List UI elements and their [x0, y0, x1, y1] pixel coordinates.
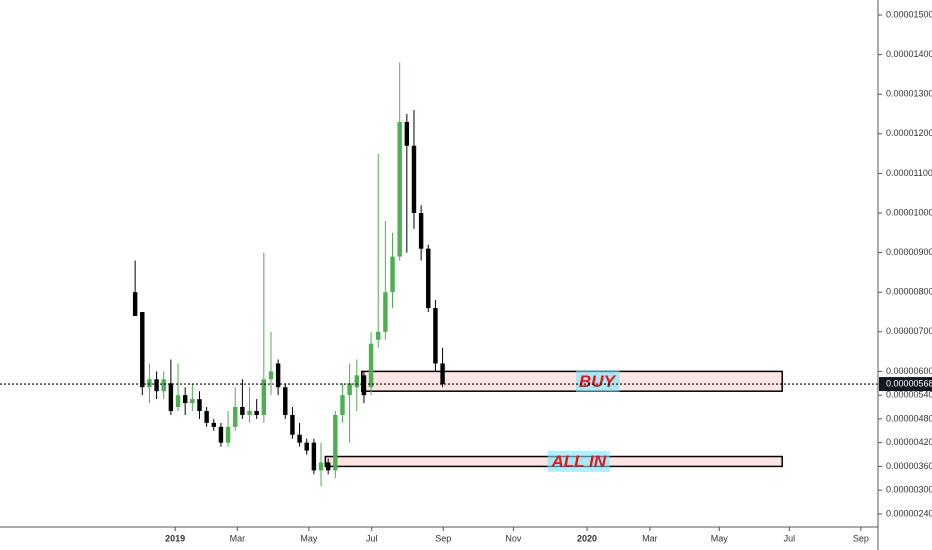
- candle-body: [354, 375, 359, 388]
- candle-body: [376, 331, 381, 340]
- candle-body: [254, 410, 259, 415]
- candle-body: [418, 213, 424, 249]
- candle-body: [154, 379, 159, 392]
- candle-body: [290, 414, 295, 435]
- candle-body: [426, 248, 431, 309]
- zone-label: BUY: [579, 372, 617, 391]
- x-tick-label: 2020: [577, 533, 597, 543]
- y-tick-label: 0.00001100: [886, 168, 932, 178]
- x-tick-label: Jul: [784, 533, 796, 543]
- y-tick-label: 0.00000800: [886, 287, 932, 297]
- y-tick-label: 0.00000480: [886, 413, 932, 423]
- y-tick-label: 0.00000900: [886, 247, 932, 257]
- candle-body: [304, 442, 309, 451]
- last-price-box: [879, 377, 932, 392]
- zone-label-bg: [576, 370, 620, 392]
- candle-body: [161, 379, 166, 392]
- y-tick-label: 0.00000600: [886, 366, 932, 376]
- x-tick-label: Nov: [505, 533, 522, 543]
- candle-body: [168, 383, 174, 411]
- candle-body: [240, 407, 245, 415]
- candle-body: [347, 383, 352, 396]
- y-tick-label: 0.00001300: [886, 89, 932, 99]
- y-tick-label: 0.00000540: [886, 390, 932, 400]
- x-tick-label: 2019: [165, 533, 185, 543]
- y-tick-label: 0.00000240: [886, 508, 932, 518]
- candle-body: [261, 379, 267, 415]
- candle-body: [147, 379, 152, 388]
- candle-body: [333, 414, 338, 471]
- y-tick-label: 0.00000300: [886, 485, 932, 495]
- zone-label-bg: [547, 450, 610, 472]
- candle-body: [190, 399, 195, 404]
- candle-body: [218, 426, 224, 443]
- candle-body: [361, 375, 367, 396]
- x-tick-label: Mar: [642, 533, 658, 543]
- candle-body: [197, 399, 202, 411]
- y-tick-label: 0.00001500: [886, 9, 932, 19]
- candle-body: [318, 462, 324, 471]
- candle-body: [368, 343, 374, 388]
- candle-body: [440, 363, 445, 385]
- y-tick-label: 0.00001000: [886, 207, 932, 217]
- candle-body: [311, 442, 317, 471]
- candle-body: [132, 292, 138, 316]
- x-tick-label: Jul: [366, 533, 378, 543]
- candle-body: [411, 145, 417, 214]
- candle-body: [397, 121, 402, 257]
- candle-body: [175, 395, 181, 408]
- candle-body: [433, 308, 438, 364]
- x-tick-label: May: [300, 533, 318, 543]
- candle-body: [383, 292, 388, 332]
- candle-body: [247, 410, 252, 415]
- x-tick-label: Sep: [435, 533, 451, 543]
- candle-body: [297, 434, 302, 443]
- y-tick-label: 0.00001400: [886, 49, 932, 59]
- zone: [361, 370, 783, 392]
- candle-body: [268, 371, 274, 380]
- candle-body: [225, 426, 231, 443]
- x-tick-label: Mar: [230, 533, 246, 543]
- candle-body: [140, 312, 145, 388]
- candle-body: [211, 422, 216, 427]
- candle-body: [404, 121, 410, 146]
- candle-body: [390, 256, 395, 293]
- y-tick-label: 0.00001200: [886, 128, 932, 138]
- x-tick-label: Sep: [853, 533, 869, 543]
- y-tick-label: 0.00000360: [886, 461, 932, 471]
- y-tick-label: 0.00000420: [886, 437, 932, 447]
- zone-label: ALL IN: [551, 452, 607, 471]
- candle-body: [275, 363, 281, 388]
- y-tick-label: 0.00000700: [886, 326, 932, 336]
- candle-body: [325, 462, 331, 471]
- last-price-label: 0.00000568: [886, 378, 932, 388]
- candle-body: [340, 395, 345, 415]
- candle-body: [233, 407, 238, 427]
- candle-body: [204, 410, 209, 423]
- candle-body: [182, 395, 188, 404]
- x-tick-label: May: [711, 533, 729, 543]
- candle-body: [283, 387, 288, 415]
